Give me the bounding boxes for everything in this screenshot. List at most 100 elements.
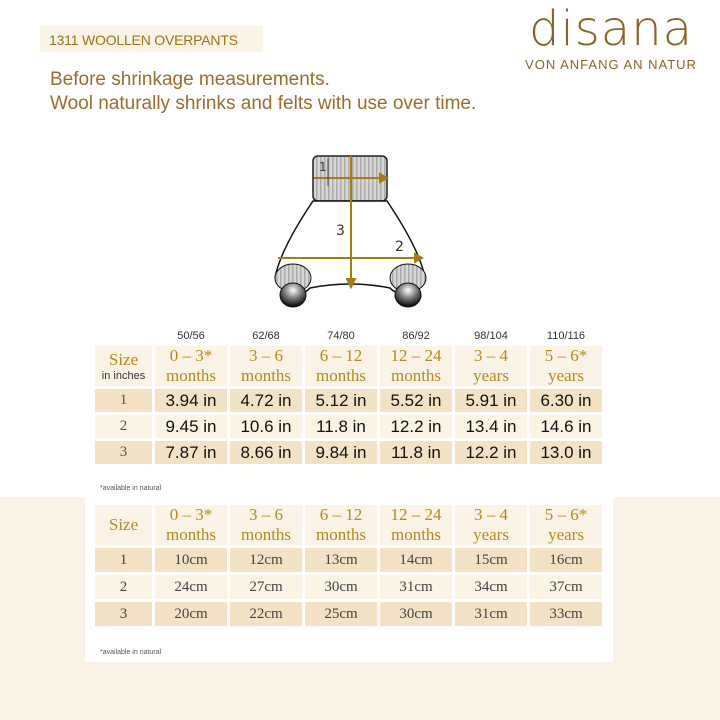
age-unit: months — [315, 525, 367, 544]
age-range: 6 – 12 — [319, 505, 363, 524]
age-unit: months — [240, 366, 292, 385]
size-code-row: 50/56 62/68 74/80 86/92 98/104 110/116 — [95, 329, 602, 343]
measurement-value: 12.2 in — [380, 415, 452, 438]
size-code: 50/56 — [177, 330, 205, 342]
age-column-header: 3 – 4 years — [455, 505, 527, 545]
measurement-label: 3 — [95, 602, 152, 626]
measurement-value: 8.66 in — [230, 441, 302, 464]
measurement-value: 13cm — [305, 548, 377, 572]
measurement-value: 33cm — [530, 602, 602, 626]
measurement-label: 1 — [95, 548, 152, 572]
age-column-header: 6 – 12 months — [305, 346, 377, 386]
intro-text: Before shrinkage measurements. Wool natu… — [50, 68, 476, 116]
measurement-value: 20cm — [155, 602, 227, 626]
measurement-value: 10.6 in — [230, 415, 302, 438]
measurement-value: 11.8 in — [380, 441, 452, 464]
header-row: Size in inches 0 – 3* months 3 – 6 months 6 – … — [95, 346, 602, 386]
measurement-label: 2 — [95, 575, 152, 599]
measurement-value: 12cm — [230, 548, 302, 572]
measurement-value: 9.45 in — [155, 415, 227, 438]
age-unit: months — [315, 366, 367, 385]
age-column-header: 3 – 6 months — [230, 505, 302, 545]
left-leg-cuff — [274, 263, 312, 308]
age-column-header: 0 – 3* months — [155, 505, 227, 545]
measurement-value: 10cm — [155, 548, 227, 572]
measurement-value: 24cm — [155, 575, 227, 599]
age-range: 3 – 4 — [474, 346, 508, 365]
measurement-value: 13.4 in — [455, 415, 527, 438]
intro-line-2: Wool naturally shrinks and felts with us… — [50, 93, 477, 114]
table-row: 2 24cm 27cm 30cm 31cm 34cm 37cm — [95, 575, 602, 599]
empty-cell — [95, 329, 152, 343]
measurement-value: 3.94 in — [155, 389, 227, 412]
age-column-header: 3 – 4 years — [455, 346, 527, 386]
label-3: 3 — [336, 223, 345, 239]
age-range: 5 – 6* — [544, 505, 588, 524]
availability-note-2: *available in natural — [100, 649, 162, 656]
measurement-value: 7.87 in — [155, 441, 227, 464]
logo-tagline: VON ANFANG AN NATUR — [525, 57, 697, 72]
intro-line-1: Before shrinkage measurements. — [50, 69, 330, 90]
age-unit: years — [548, 525, 584, 544]
measurement-label: 2 — [95, 415, 152, 438]
size-label: Size — [108, 515, 139, 534]
measurement-value: 5.91 in — [455, 389, 527, 412]
age-unit: years — [548, 366, 584, 385]
age-column-header: 5 – 6* years — [530, 346, 602, 386]
label-2: 2 — [395, 239, 404, 255]
age-column-header: 12 – 24 months — [380, 346, 452, 386]
unit-label: in inches — [101, 370, 146, 382]
size-label: Size — [108, 350, 139, 369]
table-row: 3 7.87 in 8.66 in 9.84 in 11.8 in 12.2 in 13.0… — [95, 441, 602, 464]
measurement-value: 14.6 in — [530, 415, 602, 438]
size-table-inches: 50/56 62/68 74/80 86/92 98/104 110/116 Size in … — [92, 326, 605, 467]
age-unit: months — [240, 525, 292, 544]
measurement-value: 4.72 in — [230, 389, 302, 412]
measurement-value: 6.30 in — [530, 389, 602, 412]
size-table-cm: Size 0 – 3* months 3 – 6 months 6 – 12 months 1… — [92, 502, 605, 629]
size-code: 86/92 — [402, 330, 430, 342]
measurement-value: 22cm — [230, 602, 302, 626]
table-row: 3 20cm 22cm 25cm 30cm 31cm 33cm — [95, 602, 602, 626]
age-unit: years — [473, 366, 509, 385]
measurement-value: 9.84 in — [305, 441, 377, 464]
size-code: 74/80 — [327, 330, 355, 342]
age-unit: months — [390, 366, 442, 385]
measurement-value: 11.8 in — [305, 415, 377, 438]
measurement-value: 12.2 in — [455, 441, 527, 464]
age-column-header: 0 – 3* months — [155, 346, 227, 386]
age-range: 12 – 24 — [390, 346, 442, 365]
measurement-value: 31cm — [380, 575, 452, 599]
measurement-value: 5.52 in — [380, 389, 452, 412]
table-row: 1 10cm 12cm 13cm 14cm 15cm 16cm — [95, 548, 602, 572]
measurement-label: 3 — [95, 441, 152, 464]
measurement-value: 37cm — [530, 575, 602, 599]
age-column-header: 6 – 12 months — [305, 505, 377, 545]
measurement-value: 16cm — [530, 548, 602, 572]
size-code: 98/104 — [474, 330, 508, 342]
size-header: Size — [95, 505, 152, 545]
age-range: 3 – 6 — [249, 346, 283, 365]
table-row: 1 3.94 in 4.72 in 5.12 in 5.52 in 5.91 in 6.30… — [95, 389, 602, 412]
availability-note-1: *available in natural — [100, 485, 162, 492]
size-header: Size in inches — [95, 346, 152, 386]
right-leg-cuff — [389, 263, 427, 308]
age-range: 5 – 6* — [544, 346, 588, 365]
age-unit: months — [165, 366, 217, 385]
disana-logo: disana VON ANFANG AN NATUR — [506, 4, 716, 73]
age-range: 0 – 3* — [169, 346, 213, 365]
age-range: 0 – 3* — [169, 505, 213, 524]
measurement-value: 14cm — [380, 548, 452, 572]
measurement-value: 30cm — [305, 575, 377, 599]
product-tag: 1311 WOOLLEN OVERPANTS — [40, 26, 263, 52]
header-row: Size 0 – 3* months 3 – 6 months 6 – 12 months 1… — [95, 505, 602, 545]
logo-word: disana — [528, 1, 694, 57]
age-unit: months — [390, 525, 442, 544]
measurement-value: 13.0 in — [530, 441, 602, 464]
age-unit: years — [473, 525, 509, 544]
measurement-value: 34cm — [455, 575, 527, 599]
size-code: 62/68 — [252, 330, 280, 342]
age-unit: months — [165, 525, 217, 544]
measurement-value: 30cm — [380, 602, 452, 626]
label-1: 1 — [319, 160, 327, 174]
